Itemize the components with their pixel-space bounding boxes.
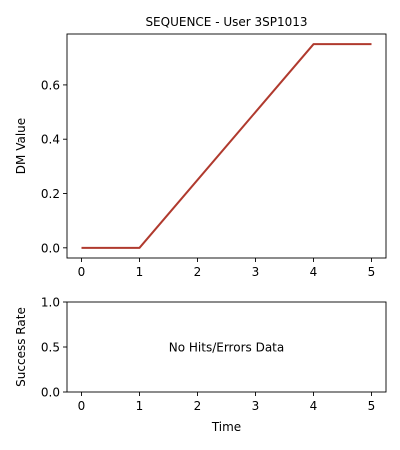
chart-title: SEQUENCE - User 3SP1013 xyxy=(145,15,307,29)
x-tick-label: 1 xyxy=(136,265,144,279)
y-tick-label: 0.0 xyxy=(41,241,60,255)
y-tick-label: 0.2 xyxy=(41,187,60,201)
x-tick-label: 2 xyxy=(194,265,202,279)
x-tick-label: 3 xyxy=(252,399,260,413)
x-tick-label: 1 xyxy=(136,399,144,413)
plot-frame xyxy=(66,33,387,259)
success-rate-chart: 0 1 2 3 4 5 0.0 0.5 1.0 Success Rate Time No Hits/E… xyxy=(14,296,387,434)
x-tick-label: 5 xyxy=(368,265,376,279)
x-tick-label: 0 xyxy=(78,265,86,279)
y-axis-label: Success Rate xyxy=(14,307,28,387)
y-tick-label: 1.0 xyxy=(41,296,60,310)
no-data-annotation: No Hits/Errors Data xyxy=(169,341,284,355)
x-axis-label: Time xyxy=(211,420,241,434)
y-tick-label: 0.4 xyxy=(41,133,60,147)
x-tick-label: 4 xyxy=(310,399,318,413)
x-tick-label: 0 xyxy=(78,399,86,413)
series-line-0 xyxy=(81,43,372,249)
x-tick-label: 5 xyxy=(368,399,376,413)
y-axis-label: DM Value xyxy=(14,118,28,174)
x-tick-label: 4 xyxy=(310,265,318,279)
y-tick-label: 0.6 xyxy=(41,78,60,92)
x-tick-label: 2 xyxy=(194,399,202,413)
dm-value-chart: 0 1 2 3 4 5 0.0 0.2 0.4 0.6 SEQUENCE - User 3SP101… xyxy=(14,15,387,279)
x-tick-label: 3 xyxy=(252,265,260,279)
y-tick-label: 0.5 xyxy=(41,341,60,355)
y-tick-label: 0.0 xyxy=(41,386,60,400)
